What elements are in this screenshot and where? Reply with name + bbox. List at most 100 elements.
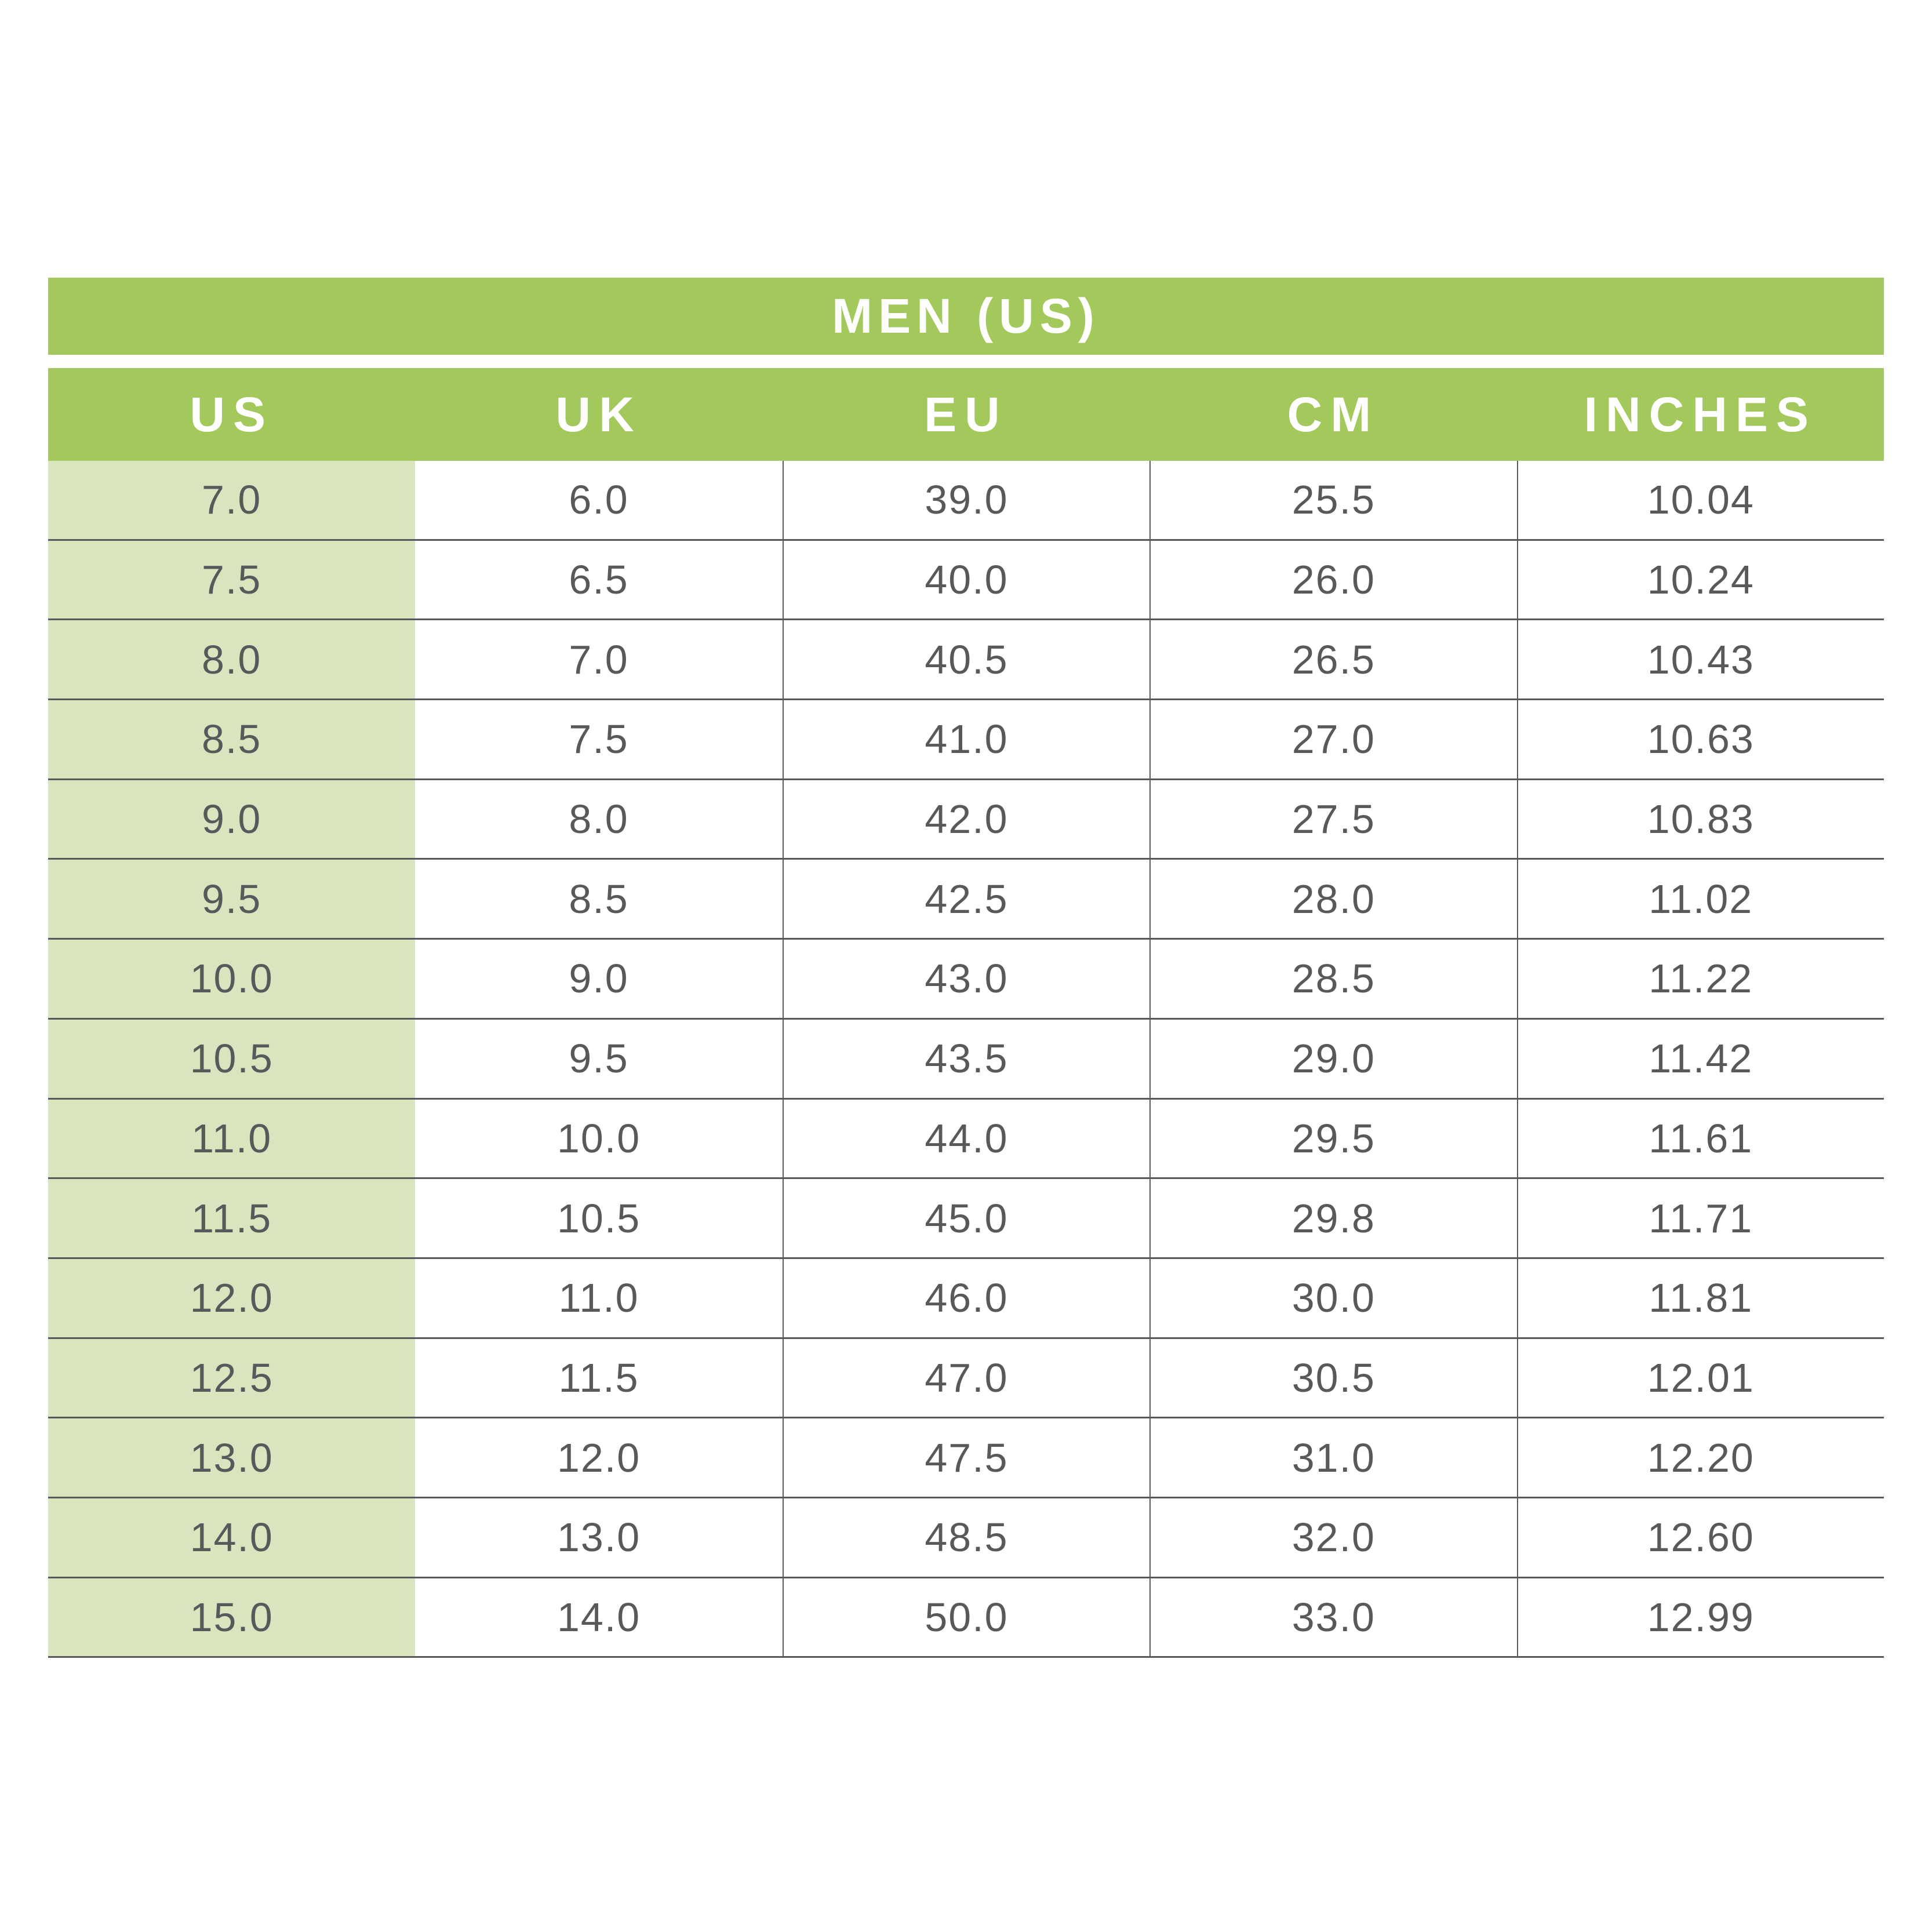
cell-inches: 12.20 (1516, 1418, 1884, 1497)
cell-uk: 8.0 (569, 796, 629, 842)
cell-uk: 7.5 (569, 716, 629, 762)
cell-inches: 11.02 (1516, 860, 1884, 938)
chart-title: MEN (US) (832, 289, 1100, 343)
cell-eu: 41.0 (782, 700, 1149, 778)
cell-uk: 6.0 (569, 477, 629, 523)
cell-inches: 11.22 (1516, 940, 1884, 1018)
table-row: 15.0 14.0 50.0 33.0 12.99 (48, 1578, 1884, 1658)
table-row: 7.0 6.0 39.0 25.5 10.04 (48, 461, 1884, 541)
cell-cm: 27.5 (1149, 780, 1516, 858)
cell-inches: 10.83 (1516, 780, 1884, 858)
cell-uk: 10.0 (556, 1115, 641, 1161)
cell-us: 12.0 (48, 1258, 416, 1337)
cell-uk: 8.5 (569, 876, 629, 922)
table-row: 7.5 6.5 40.0 26.0 10.24 (48, 540, 1884, 621)
table-row: 11.0 10.0 44.0 29.5 11.61 (48, 1099, 1884, 1180)
cell-us: 10.0 (48, 940, 416, 1018)
cell-eu: 40.0 (782, 540, 1149, 619)
cell-eu: 47.5 (782, 1418, 1149, 1497)
cell-us: 14.0 (48, 1498, 416, 1577)
table-header-row: US UK EU CM INCHES (48, 368, 1884, 461)
size-conversion-chart: MEN (US) US UK EU CM INCHES 7.0 6.0 39.0 25… (48, 278, 1884, 1658)
table-row: 8.0 7.0 40.5 26.5 10.43 (48, 620, 1884, 701)
cell-eu: 43.5 (782, 1019, 1149, 1098)
column-header-uk: UK (555, 387, 642, 442)
cell-eu: 47.0 (782, 1338, 1149, 1417)
cell-us: 7.0 (48, 461, 416, 539)
column-header-inches: INCHES (1584, 387, 1817, 442)
cell-cm: 29.0 (1149, 1019, 1516, 1098)
cell-cm: 32.0 (1149, 1498, 1516, 1577)
table-row: 8.5 7.5 41.0 27.0 10.63 (48, 700, 1884, 780)
cell-cm: 28.0 (1149, 860, 1516, 938)
cell-us: 8.5 (48, 700, 416, 778)
cell-eu: 42.5 (782, 860, 1149, 938)
table-row: 12.5 11.5 47.0 30.5 12.01 (48, 1338, 1884, 1419)
cell-us: 12.5 (48, 1338, 416, 1417)
cell-us: 13.0 (48, 1418, 416, 1497)
cell-cm: 31.0 (1149, 1418, 1516, 1497)
cell-uk: 7.0 (569, 636, 629, 682)
cell-uk: 14.0 (556, 1594, 641, 1640)
cell-cm: 28.5 (1149, 940, 1516, 1018)
cell-eu: 48.5 (782, 1498, 1149, 1577)
table-row: 13.0 12.0 47.5 31.0 12.20 (48, 1418, 1884, 1498)
cell-inches: 11.71 (1516, 1179, 1884, 1257)
column-header-eu: EU (924, 387, 1008, 442)
cell-eu: 45.0 (782, 1179, 1149, 1257)
cell-us: 15.0 (48, 1578, 416, 1657)
cell-eu: 50.0 (782, 1578, 1149, 1657)
cell-uk: 9.5 (569, 1036, 629, 1082)
cell-eu: 40.5 (782, 620, 1149, 699)
cell-cm: 29.8 (1149, 1179, 1516, 1257)
cell-eu: 39.0 (782, 461, 1149, 539)
cell-inches: 12.99 (1516, 1578, 1884, 1657)
cell-inches: 10.04 (1516, 461, 1884, 539)
cell-cm: 29.5 (1149, 1099, 1516, 1178)
table-body: 7.0 6.0 39.0 25.5 10.04 7.5 6.5 40.0 26.0 10.24 8.… (48, 461, 1884, 1658)
cell-cm: 26.0 (1149, 540, 1516, 619)
cell-uk: 13.0 (556, 1515, 641, 1560)
cell-uk: 9.0 (569, 956, 629, 1002)
cell-cm: 27.0 (1149, 700, 1516, 778)
cell-us: 7.5 (48, 540, 416, 619)
cell-inches: 12.01 (1516, 1338, 1884, 1417)
cell-us: 9.5 (48, 860, 416, 938)
cell-cm: 30.0 (1149, 1258, 1516, 1337)
cell-eu: 46.0 (782, 1258, 1149, 1337)
cell-inches: 10.43 (1516, 620, 1884, 699)
cell-cm: 30.5 (1149, 1338, 1516, 1417)
table-row: 10.5 9.5 43.5 29.0 11.42 (48, 1019, 1884, 1100)
cell-cm: 26.5 (1149, 620, 1516, 699)
table-row: 11.5 10.5 45.0 29.8 11.71 (48, 1179, 1884, 1259)
cell-eu: 44.0 (782, 1099, 1149, 1178)
cell-inches: 11.81 (1516, 1258, 1884, 1337)
cell-cm: 33.0 (1149, 1578, 1516, 1657)
table-row: 12.0 11.0 46.0 30.0 11.81 (48, 1258, 1884, 1339)
table-row: 9.0 8.0 42.0 27.5 10.83 (48, 780, 1884, 860)
cell-inches: 11.42 (1516, 1019, 1884, 1098)
cell-us: 11.0 (48, 1099, 416, 1178)
table-row: 14.0 13.0 48.5 32.0 12.60 (48, 1498, 1884, 1578)
table-row: 10.0 9.0 43.0 28.5 11.22 (48, 940, 1884, 1020)
cell-us: 11.5 (48, 1179, 416, 1257)
cell-uk: 10.5 (556, 1195, 641, 1241)
cell-inches: 12.60 (1516, 1498, 1884, 1577)
cell-eu: 42.0 (782, 780, 1149, 858)
cell-inches: 11.61 (1516, 1099, 1884, 1178)
cell-us: 10.5 (48, 1019, 416, 1098)
cell-uk: 6.5 (569, 557, 629, 603)
cell-eu: 43.0 (782, 940, 1149, 1018)
cell-us: 8.0 (48, 620, 416, 699)
cell-uk: 12.0 (556, 1435, 641, 1480)
table-row: 9.5 8.5 42.5 28.0 11.02 (48, 860, 1884, 940)
cell-us: 9.0 (48, 780, 416, 858)
cell-uk: 11.0 (558, 1275, 639, 1321)
column-header-cm: CM (1287, 387, 1380, 442)
cell-inches: 10.63 (1516, 700, 1884, 778)
cell-cm: 25.5 (1149, 461, 1516, 539)
cell-inches: 10.24 (1516, 540, 1884, 619)
chart-title-bar: MEN (US) (48, 278, 1884, 355)
cell-uk: 11.5 (558, 1355, 639, 1400)
